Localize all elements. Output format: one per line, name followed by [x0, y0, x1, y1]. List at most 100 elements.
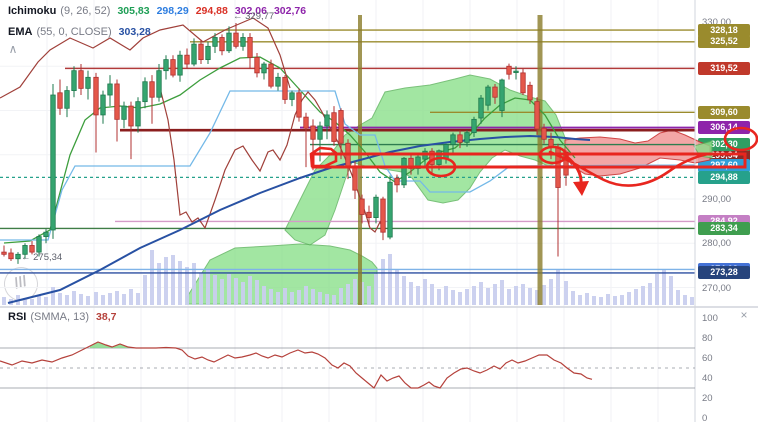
volume-bar	[585, 293, 589, 305]
volume-bar	[620, 295, 624, 305]
price-axis-tick: 290,00	[702, 194, 732, 205]
candle-body	[303, 116, 309, 129]
candle-body	[107, 83, 113, 96]
candle-body	[548, 138, 554, 148]
candle-body	[226, 32, 232, 52]
price-axis-tick: 330,00	[702, 17, 732, 28]
volume-bar	[648, 283, 652, 305]
candle-body	[57, 92, 63, 109]
drawn-arrow[interactable]	[564, 154, 583, 186]
candle-body	[121, 105, 127, 120]
candle-body	[114, 83, 120, 120]
candle-body	[149, 81, 155, 98]
rsi-legend-row[interactable]: RSI (SMMA, 13) 38,7	[8, 311, 116, 323]
green-cloud-upper	[284, 74, 570, 246]
candle-body	[71, 70, 77, 91]
price-axis[interactable]: 330,00 290,00 280,00 270,00 100 80 60 40 20 0 328,…	[695, 0, 758, 422]
candle-body	[429, 150, 435, 165]
volume-bar	[262, 286, 266, 305]
volume-bar	[528, 288, 532, 305]
candle-body	[338, 110, 344, 144]
volume-bar	[451, 290, 455, 305]
volume-bar	[122, 294, 126, 305]
volume-bar	[592, 296, 596, 305]
candle-body	[275, 76, 281, 87]
volume-bar	[30, 299, 34, 305]
volume-bar	[255, 280, 259, 305]
volume-bar	[465, 289, 469, 305]
kijun-line	[0, 90, 696, 241]
volume-bar	[486, 288, 490, 305]
candle-body	[331, 112, 337, 142]
volume-bar	[185, 267, 189, 305]
candle-body	[233, 32, 239, 47]
candle-body	[450, 134, 456, 145]
legend-value: 302,76	[273, 5, 307, 17]
volume-bar	[37, 296, 41, 305]
candle-body	[520, 72, 526, 94]
volume-bar	[241, 282, 245, 305]
volume-bar	[542, 285, 546, 305]
volume-bar	[564, 281, 568, 305]
low-price-annotation: ← 275,34	[21, 252, 63, 263]
candle-body	[415, 156, 421, 169]
broker-watermark-logo: ///	[0, 263, 42, 305]
volume-bar	[549, 279, 553, 305]
candle-body	[15, 253, 21, 260]
rsi-axis-tick: 80	[702, 333, 713, 344]
volume-bar	[535, 290, 539, 305]
candle-body	[191, 43, 197, 65]
candle-body	[156, 70, 162, 98]
rsi-close-icon[interactable]: ×	[740, 308, 748, 322]
drawn-circle[interactable]	[425, 156, 457, 178]
candle-body	[100, 94, 106, 116]
volume-bar	[213, 275, 217, 305]
drawn-rectangle[interactable]	[311, 152, 747, 169]
drawn-curve[interactable]	[548, 150, 710, 187]
volume-bar	[395, 269, 399, 305]
volume-bar	[360, 282, 364, 305]
volume-bar	[655, 274, 659, 305]
volume-bar	[669, 276, 673, 305]
volume-bar	[346, 284, 350, 305]
candle-body	[394, 177, 400, 186]
volume-bar	[304, 286, 308, 305]
volume-bar	[339, 288, 343, 305]
price-badge: 319,52	[698, 61, 750, 75]
volume-bar	[311, 289, 315, 305]
drawn-flag-shape[interactable]	[309, 146, 338, 168]
volume-bar	[662, 269, 666, 305]
tenkan-line	[3, 56, 576, 244]
volume-bar	[683, 295, 687, 305]
volume-bar	[44, 297, 48, 305]
volume-bar	[402, 276, 406, 305]
candle-body	[478, 97, 484, 119]
volume-bar	[353, 279, 357, 305]
price-badge: 283,34	[698, 221, 750, 235]
volume-bar	[381, 259, 385, 305]
legend-value: 298,29	[156, 5, 189, 17]
price-badge: 328,18	[698, 23, 750, 37]
candle-body	[359, 198, 365, 215]
candle-body	[78, 70, 84, 89]
volume-bar	[318, 292, 322, 305]
ichimoku-legend-row[interactable]: Ichimoku (9, 26, 52) 305,83 298,29 294,88 302…	[8, 5, 306, 17]
drawn-arrow-head[interactable]	[573, 181, 589, 196]
ema-values: 303,28	[112, 26, 151, 38]
legend-collapse-icon[interactable]: ∧	[8, 42, 18, 56]
volume-bar	[332, 295, 336, 305]
volume-bar	[367, 286, 371, 305]
candle-body	[310, 125, 316, 140]
candle-body	[142, 81, 148, 103]
volume-bar	[493, 284, 497, 305]
volume-bar	[578, 295, 582, 305]
candle-body	[443, 144, 449, 159]
volume-bar	[234, 278, 238, 305]
candle-body	[240, 37, 246, 47]
drawn-circle[interactable]	[538, 145, 568, 165]
candle-body	[170, 59, 176, 76]
ema-params: (55, 0, CLOSE)	[36, 26, 112, 38]
ema-legend-row[interactable]: EMA (55, 0, CLOSE) 303,28	[8, 26, 151, 38]
